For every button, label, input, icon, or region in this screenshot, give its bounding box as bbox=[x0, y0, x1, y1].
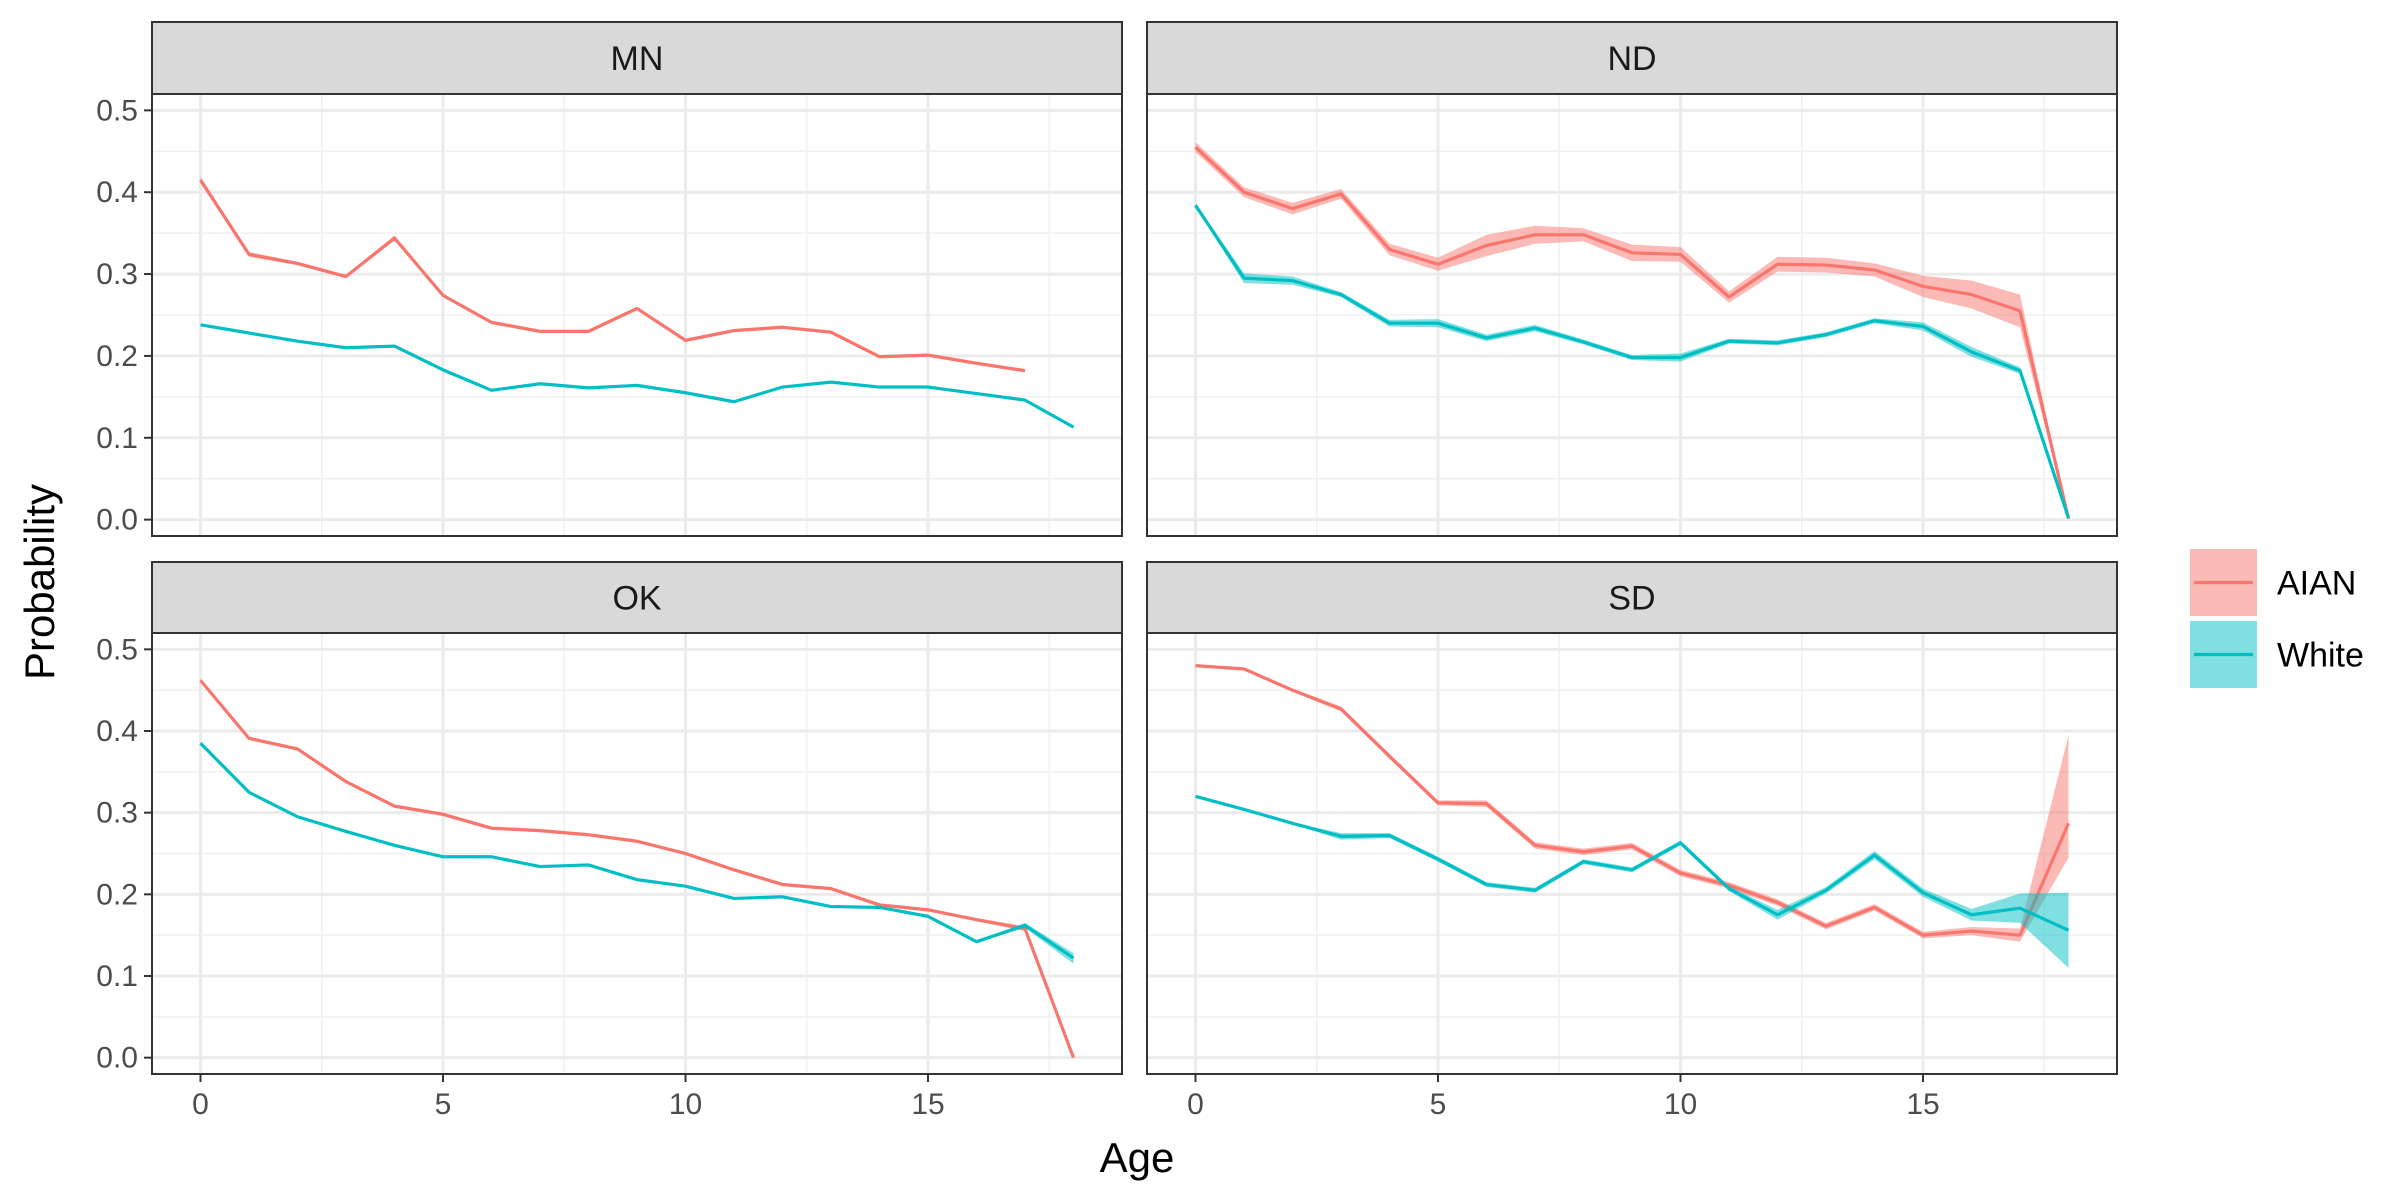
y-tick-label: 0.2 bbox=[96, 878, 138, 911]
x-tick-label: 5 bbox=[1430, 1088, 1447, 1121]
y-tick-label: 0.5 bbox=[96, 633, 138, 666]
y-tick-label: 0.1 bbox=[96, 960, 138, 993]
panel-ok: OK 0.0 0.1 0.2 0.3 0.4 0.5 0 5 10 15 bbox=[96, 561, 1123, 1121]
y-tick-label: 0.4 bbox=[96, 176, 138, 209]
panel-border-nd bbox=[1146, 93, 2118, 537]
panel-mn: MN 0.0 0.1 0.2 0.3 0.4 0.5 bbox=[96, 21, 1123, 537]
series-line-white-ok bbox=[199, 742, 1075, 960]
legend: AIAN White bbox=[2190, 549, 2364, 688]
series-line-aian-ok bbox=[199, 679, 1075, 1059]
y-tick-label: 0.4 bbox=[96, 715, 138, 748]
x-tick-label: 10 bbox=[1664, 1088, 1697, 1121]
x-axis-title: Age bbox=[1100, 1134, 1175, 1181]
x-tick-label: 5 bbox=[435, 1088, 452, 1121]
y-tick-label: 0.3 bbox=[96, 258, 138, 291]
x-tick-label: 0 bbox=[192, 1088, 209, 1121]
series-line-aian-mn bbox=[199, 179, 1026, 373]
y-tick-label: 0.3 bbox=[96, 797, 138, 830]
panels: MN 0.0 0.1 0.2 0.3 0.4 0.5 ND OK 0.0 0.1 0.2 0.3 0.4 0… bbox=[96, 21, 2118, 1121]
y-axis-title: Probability bbox=[16, 484, 63, 680]
panel-data-nd bbox=[1194, 142, 2071, 520]
series-line-aian-nd bbox=[1194, 146, 2071, 520]
y-tick-label: 0.0 bbox=[96, 1042, 138, 1075]
series-line-white-mn bbox=[200, 323, 1075, 429]
panel-strip-nd bbox=[1146, 21, 2118, 95]
series-line-aian-sd bbox=[1195, 664, 2070, 937]
panel-strip-mn bbox=[151, 21, 1123, 95]
x-tick-label: 10 bbox=[669, 1088, 702, 1121]
y-tick-label: 0.2 bbox=[96, 340, 138, 373]
x-tick-label: 15 bbox=[1906, 1088, 1939, 1121]
y-tick-label: 0.0 bbox=[96, 504, 138, 537]
panel-border-mn bbox=[151, 93, 1123, 537]
series-line-white-sd bbox=[1195, 794, 2070, 932]
panel-strip-sd bbox=[1146, 561, 2118, 634]
series-line-white-nd bbox=[1194, 204, 2071, 519]
panel-data-sd bbox=[1195, 664, 2070, 968]
panel-data-ok bbox=[199, 678, 1075, 1059]
panel-nd: ND bbox=[1146, 21, 2118, 537]
legend-label-white: White bbox=[2277, 637, 2364, 675]
panel-strip-ok bbox=[151, 561, 1123, 634]
panel-title-ok: OK bbox=[612, 580, 661, 618]
x-tick-label: 15 bbox=[911, 1088, 944, 1121]
panel-title-sd: SD bbox=[1608, 580, 1655, 618]
x-tick-label: 0 bbox=[1187, 1088, 1204, 1121]
panel-border-ok bbox=[151, 632, 1123, 1075]
y-tick-label: 0.1 bbox=[96, 422, 138, 455]
panel-sd: SD 0 5 10 15 bbox=[1146, 561, 2118, 1121]
legend-label-aian: AIAN bbox=[2277, 565, 2356, 603]
panel-title-mn: MN bbox=[611, 40, 664, 78]
panel-title-nd: ND bbox=[1607, 40, 1656, 78]
y-tick-label: 0.5 bbox=[96, 94, 138, 127]
panel-data-mn bbox=[199, 176, 1075, 429]
panel-border-sd bbox=[1146, 632, 2118, 1075]
